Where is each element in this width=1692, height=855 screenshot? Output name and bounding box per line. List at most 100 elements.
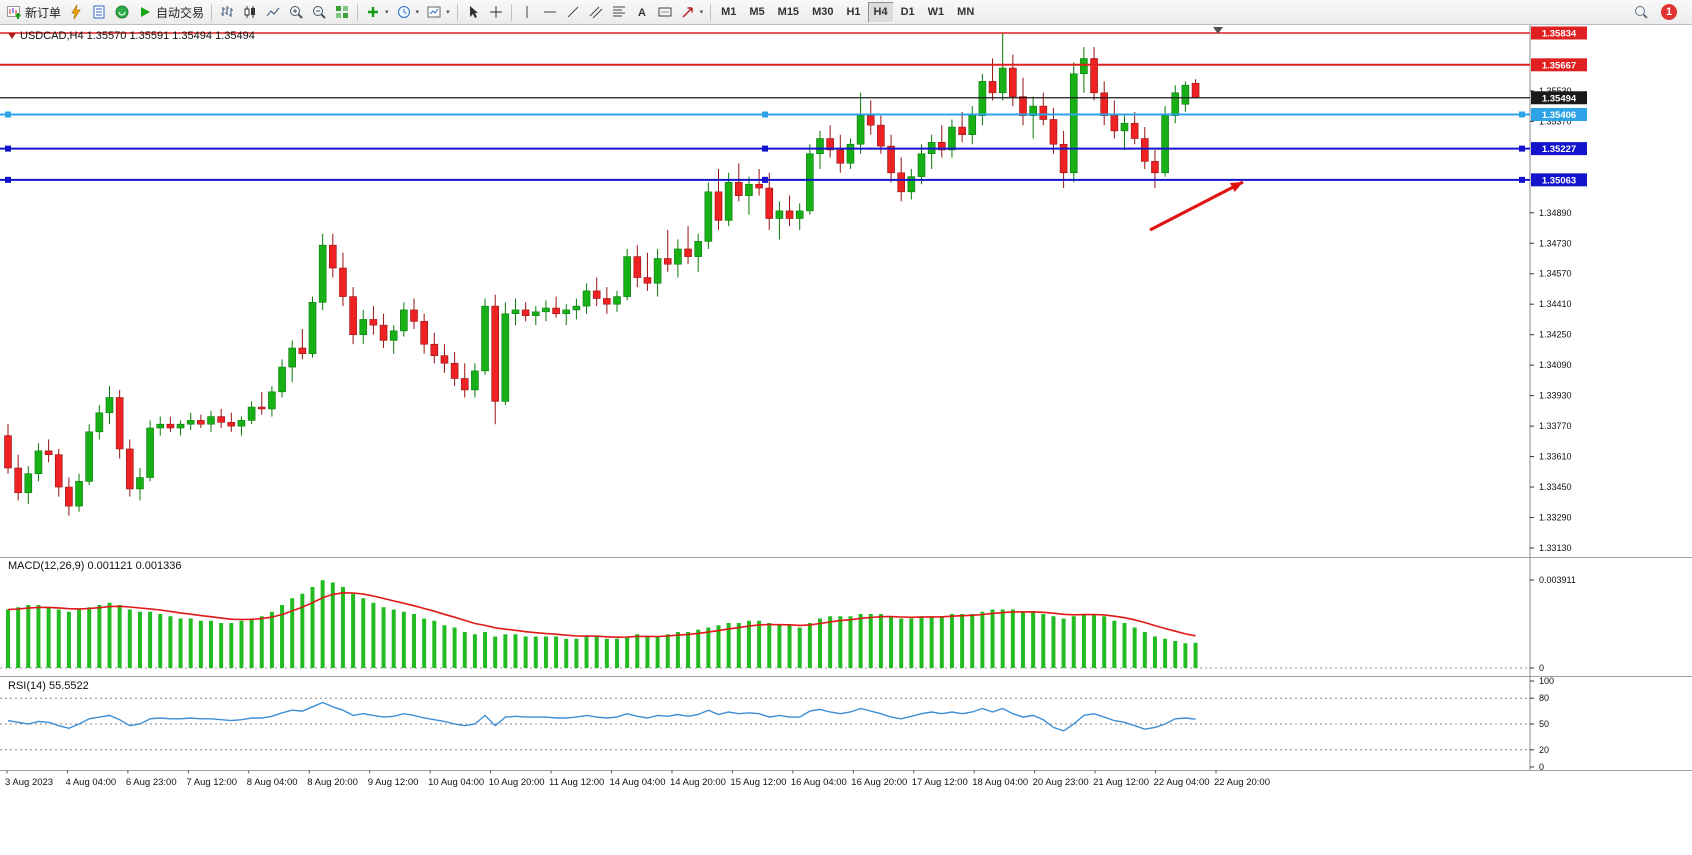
chart-line-button[interactable] [262,2,284,23]
svg-text:14 Aug 20:00: 14 Aug 20:00 [670,777,726,788]
toolbar-separator [710,3,712,21]
svg-text:18 Aug 04:00: 18 Aug 04:00 [972,777,1028,788]
svg-text:1.35530: 1.35530 [1539,86,1572,96]
svg-text:1.33450: 1.33450 [1539,482,1572,492]
fibonacci-button[interactable] [608,2,630,23]
timeframe-w1[interactable]: W1 [922,2,951,23]
autotrading-button[interactable]: 自动交易 [134,2,207,23]
timeframe-m5[interactable]: M5 [743,2,770,23]
cursor-button[interactable] [462,2,484,23]
ohlc-bars-icon [221,6,234,17]
chart-candles-button[interactable] [239,2,261,23]
timeframe-m30[interactable]: M30 [806,2,839,23]
svg-text:22 Aug 04:00: 22 Aug 04:00 [1154,777,1210,788]
svg-text:15 Aug 12:00: 15 Aug 12:00 [730,777,786,788]
svg-text:7 Aug 12:00: 7 Aug 12:00 [186,777,237,788]
vertical-line-icon [526,6,528,18]
new-order-button[interactable]: 新订单 [3,2,64,23]
zoom-out-button[interactable] [308,2,330,23]
svg-text:0: 0 [1539,663,1544,673]
search-icon [1635,6,1648,19]
svg-text:8 Aug 04:00: 8 Aug 04:00 [247,777,298,788]
rsi-panel: 100 80 50 20 0 RSI(14) 55.5522 [0,676,1554,772]
symbol-ohlc-label: USDCAD,H4 1.35570 1.35591 1.35494 1.3549… [8,30,255,42]
crosshair-button[interactable] [485,2,507,23]
indicators-plus-icon [368,7,379,17]
text-button[interactable]: A [631,2,653,23]
timeframe-m15[interactable]: M15 [772,2,805,23]
new-order-label: 新订单 [25,5,62,20]
market-watch-button[interactable] [88,2,110,23]
toolbar-separator [357,3,359,21]
svg-text:16 Aug 04:00: 16 Aug 04:00 [791,777,847,788]
tile-windows-button[interactable] [331,2,353,23]
svg-text:A: A [638,7,646,19]
timeframe-h4[interactable]: H4 [867,1,894,23]
shapes-button[interactable]: ▾ [677,2,707,23]
trend-arrow[interactable] [1149,180,1244,232]
toolbar-right-group: 1 [1630,2,1689,23]
svg-text:80: 80 [1539,693,1549,703]
metaeditor-button[interactable] [65,2,87,23]
price-tags: 1.35834 1.35667 1.35494 1.35406 1.35227 1.350… [1531,26,1587,187]
clock-icon [397,6,410,18]
globe-icon [115,5,129,19]
candlestick-icon [244,6,256,18]
toolbar-separator [456,3,458,21]
chevron-down-icon: ▾ [446,9,450,16]
zoom-out-icon [313,6,326,19]
chart-template-icon [427,6,441,18]
svg-text:1.34090: 1.34090 [1539,360,1572,370]
periods-button[interactable]: ▾ [393,2,423,23]
svg-text:100: 100 [1539,676,1554,686]
svg-text:1.34250: 1.34250 [1539,330,1572,340]
svg-text:0: 0 [1539,762,1544,772]
trendline-button[interactable] [562,2,584,23]
timeframe-h1[interactable]: H1 [840,2,866,23]
svg-text:1.34570: 1.34570 [1539,269,1572,279]
horizontal-line-button[interactable] [539,2,561,23]
horizontal-lines[interactable] [0,32,1530,183]
svg-text:RSI(14) 55.5522: RSI(14) 55.5522 [8,680,89,692]
label-button[interactable] [654,2,676,23]
chart-bars-button[interactable] [216,2,238,23]
equidistant-channel-icon [589,6,602,19]
svg-text:USDCAD,H4 1.35570 1.35591 1.35: USDCAD,H4 1.35570 1.35591 1.35494 1.3549… [20,30,255,42]
svg-text:1.35063: 1.35063 [1542,175,1576,186]
svg-text:1.35227: 1.35227 [1542,144,1576,155]
search-button[interactable] [1630,2,1652,23]
zoom-in-icon [290,6,303,19]
autotrading-label: 自动交易 [156,5,205,20]
templates-button[interactable]: ▾ [423,2,453,23]
svg-text:4 Aug 04:00: 4 Aug 04:00 [65,777,116,788]
trendline-icon [567,6,578,18]
chart-window[interactable]: 1.35530 1.35370 1.34890 1.34730 1.34570 1.344… [0,25,1692,855]
indicators-button[interactable]: ▾ [362,2,392,23]
zoom-in-button[interactable] [285,2,307,23]
chevron-down-icon: ▾ [385,9,389,16]
timeframe-d1[interactable]: D1 [895,2,921,23]
timeframe-m1[interactable]: M1 [715,2,742,23]
lightning-icon [71,4,81,20]
timeframe-mn[interactable]: MN [951,2,980,23]
chevron-down-icon: ▾ [699,9,704,16]
svg-text:11 Aug 12:00: 11 Aug 12:00 [549,777,604,788]
vertical-line-button[interactable] [516,2,538,23]
toolbar-separator [510,3,512,21]
autotrading-play-icon [141,7,151,17]
svg-text:1.35406: 1.35406 [1542,110,1576,121]
svg-text:1.35834: 1.35834 [1542,29,1577,40]
svg-text:1.34410: 1.34410 [1539,299,1572,309]
svg-text:1.33930: 1.33930 [1539,391,1572,401]
svg-text:1.34730: 1.34730 [1539,238,1572,248]
cursor-arrow-icon [469,6,478,18]
svg-text:1.35667: 1.35667 [1542,60,1576,71]
notification-badge[interactable]: 1 [1661,4,1677,20]
toolbar-separator [211,3,213,21]
svg-text:1.34890: 1.34890 [1539,208,1572,218]
tile-windows-icon [336,6,349,18]
community-button[interactable] [111,2,133,23]
chart-shift-marker[interactable] [1213,27,1223,34]
channel-button[interactable] [585,2,607,23]
svg-text:1.33130: 1.33130 [1539,543,1572,553]
